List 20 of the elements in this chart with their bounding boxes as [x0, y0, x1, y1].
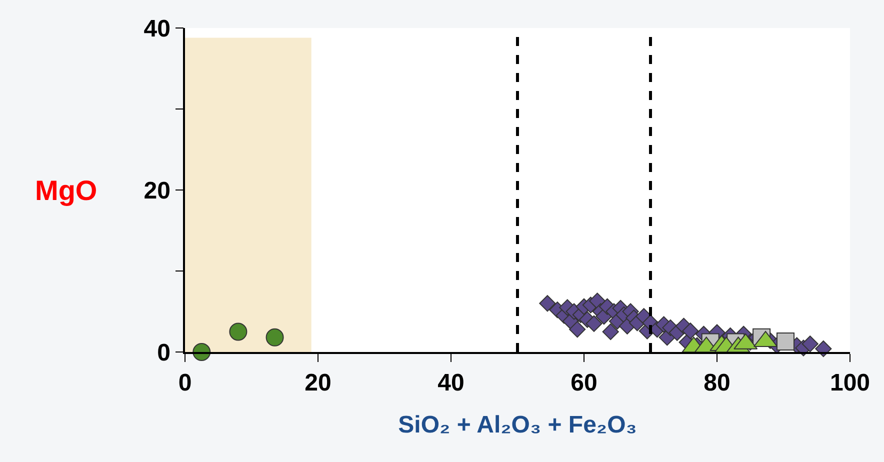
y-tick-label: 20: [144, 177, 170, 204]
point: [586, 315, 602, 332]
point: [776, 332, 794, 350]
point: [539, 295, 556, 312]
x-tick-label: 80: [704, 370, 730, 397]
point: [569, 321, 586, 338]
x-tick-label: 20: [304, 370, 332, 397]
point: [682, 322, 699, 340]
point: [266, 328, 284, 346]
y-tick-label: 0: [157, 339, 170, 366]
x-tick-label: 100: [830, 370, 870, 397]
point: [802, 336, 818, 352]
x-axis-title: SiO₂ + Al₂O₃ + Fe₂O₃: [398, 411, 637, 438]
y-tick-label: 40: [144, 15, 170, 42]
x-tick-label: 60: [570, 370, 598, 397]
point: [602, 323, 619, 340]
x-tick-label: 0: [178, 370, 192, 397]
x-tick-label: 40: [438, 370, 464, 397]
point: [229, 322, 248, 341]
y-axis-title: MgO: [35, 175, 98, 206]
